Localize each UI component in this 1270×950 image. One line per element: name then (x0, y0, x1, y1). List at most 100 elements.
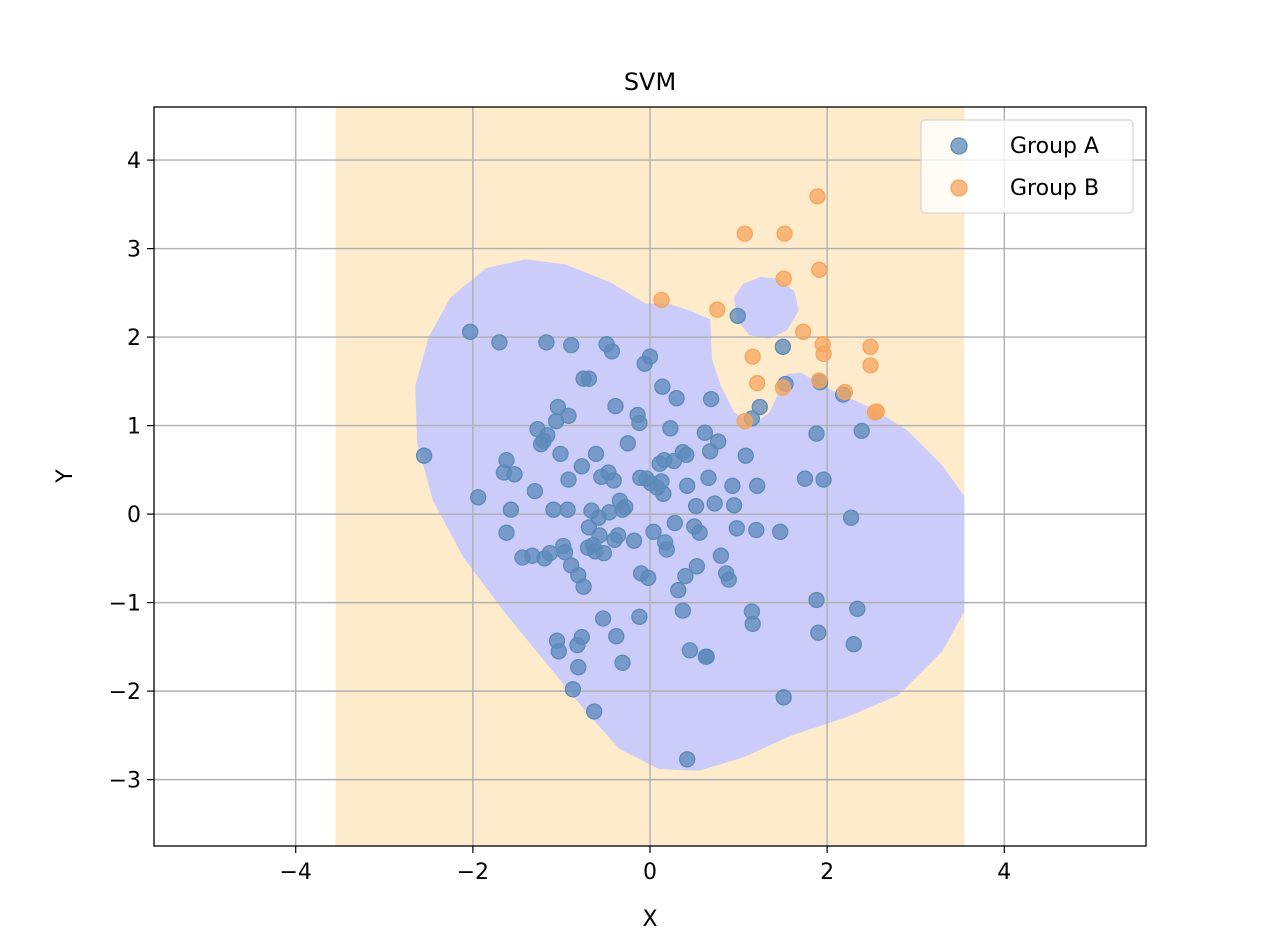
data-point-group-b (776, 225, 793, 242)
x-tick-label: 0 (643, 860, 657, 885)
y-tick-label: −2 (109, 680, 141, 705)
data-point-group-a (625, 532, 643, 549)
data-point-group-a (591, 527, 608, 544)
data-point-group-a (580, 370, 598, 387)
y-tick-label: −1 (109, 592, 141, 617)
data-point-group-a (559, 501, 576, 518)
data-point-group-a (696, 424, 714, 441)
x-tick-label: −2 (457, 860, 489, 885)
data-point-group-a (724, 477, 741, 494)
y-tick-label: −3 (109, 769, 141, 794)
legend-box (920, 119, 1134, 214)
data-point-group-a (662, 420, 679, 437)
data-point-group-b (653, 291, 670, 309)
data-point-group-a (640, 569, 657, 586)
data-point-group-a (605, 472, 622, 489)
data-point-group-a (688, 558, 706, 575)
data-point-group-a (698, 648, 715, 665)
data-point-group-a (491, 334, 508, 351)
data-point-group-a (849, 600, 866, 617)
data-point-group-b (749, 374, 766, 392)
data-point-group-a (573, 628, 590, 646)
data-point-group-b (868, 403, 885, 420)
y-tick-label: 3 (127, 238, 141, 263)
data-point-group-b (775, 270, 792, 287)
data-point-group-a (552, 445, 569, 463)
data-point-group-b (709, 301, 726, 318)
x-tick-label: −4 (279, 860, 311, 885)
data-point-group-a (744, 615, 761, 633)
data-point-group-a (700, 469, 717, 486)
data-point-group-a (462, 323, 479, 340)
y-tick-label: 4 (127, 149, 141, 174)
x-axis-label: X (642, 907, 657, 932)
data-point-group-a (658, 541, 675, 558)
data-point-group-b (815, 345, 832, 363)
data-point-group-a (607, 397, 624, 415)
data-point-group-a (845, 636, 862, 653)
data-point-group-a (560, 407, 577, 425)
data-point-group-a (720, 571, 737, 588)
data-point-group-a (751, 398, 768, 416)
data-point-group-a (564, 681, 582, 698)
data-point-group-a (748, 521, 765, 539)
data-point-group-b (811, 372, 828, 389)
data-point-group-a (631, 414, 648, 432)
data-point-group-a (774, 338, 792, 355)
legend-label-group-b: Group B (1010, 176, 1099, 201)
data-point-group-a (706, 495, 723, 512)
data-point-group-a (737, 447, 754, 464)
data-point-group-a (614, 654, 631, 671)
y-tick-label: 0 (127, 503, 141, 528)
data-point-group-a (539, 427, 556, 444)
data-point-group-a (775, 689, 792, 706)
data-point-group-a (702, 390, 720, 408)
data-point-group-a (560, 471, 577, 488)
data-point-group-a (601, 504, 618, 521)
data-point-group-a (502, 501, 520, 518)
x-tick-label: 2 (820, 860, 834, 885)
data-point-group-b (744, 348, 761, 365)
data-point-group-a (810, 624, 827, 641)
axis-ticks: −4 −2 0 2 4 −3 −2 −1 0 1 2 3 4 (109, 149, 1012, 885)
data-point-group-a (619, 435, 637, 452)
data-point-group-a (595, 544, 613, 562)
data-point-group-a (603, 343, 621, 360)
data-point-group-a (691, 524, 708, 541)
data-point-group-b (836, 383, 854, 401)
data-point-group-a (666, 514, 683, 532)
data-point-group-a (679, 477, 696, 494)
data-point-group-a (617, 498, 634, 516)
data-point-group-a (678, 446, 695, 463)
data-point-group-b (774, 379, 792, 396)
data-point-group-a (749, 477, 766, 494)
data-point-group-a (563, 336, 580, 354)
data-point-group-a (415, 447, 433, 464)
data-point-group-a (556, 544, 574, 561)
data-point-group-a (498, 524, 515, 541)
data-point-group-b (862, 357, 879, 374)
data-point-group-a (712, 547, 730, 564)
data-point-group-a (609, 527, 627, 544)
data-point-group-a (549, 398, 567, 416)
data-point-group-a (842, 509, 860, 526)
x-tick-label: 4 (997, 860, 1011, 885)
data-point-group-a (815, 471, 832, 488)
data-point-group-b (736, 413, 753, 430)
data-point-group-a (668, 390, 685, 407)
data-point-group-a (655, 485, 672, 502)
data-point-group-a (526, 482, 544, 500)
data-point-group-a (796, 470, 814, 487)
data-point-group-a (687, 497, 705, 515)
data-point-group-a (575, 578, 592, 595)
data-point-group-b (736, 225, 753, 242)
data-point-group-a (772, 523, 789, 540)
data-point-group-a (594, 610, 612, 627)
data-point-group-a (853, 422, 870, 440)
data-point-group-a (570, 659, 587, 676)
data-point-group-a (573, 458, 590, 475)
data-point-group-a (608, 628, 625, 645)
decision-region-group-a-island (734, 276, 799, 339)
data-point-group-a (579, 539, 597, 556)
